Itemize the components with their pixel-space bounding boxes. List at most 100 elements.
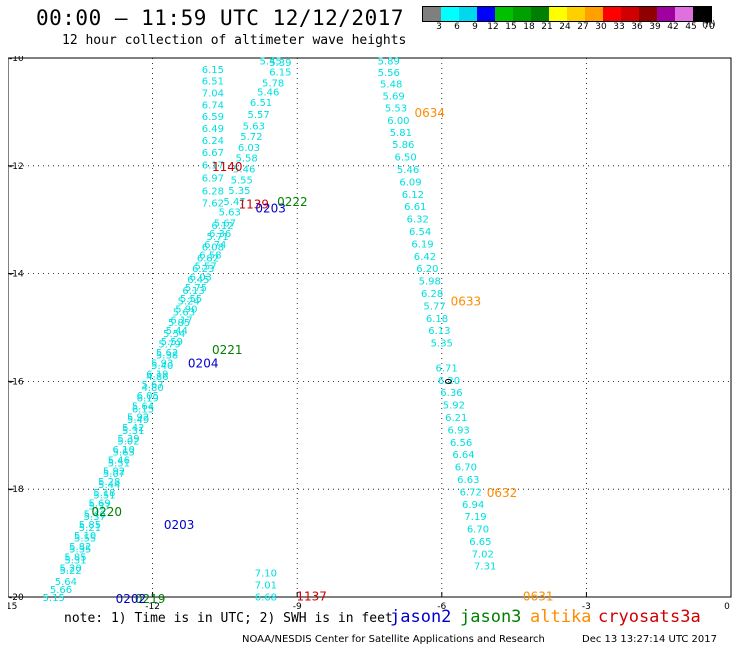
satellite-legend-jason2: jason2 [390,607,452,627]
wave-height-value: 6.71 [435,363,457,374]
wave-height-value: 6.12 [211,221,233,232]
wave-height-value: 6.12 [402,190,424,201]
wave-height-value: 6.72 [460,487,482,498]
wave-height-value: 7.02 [472,549,494,560]
wave-height-value: 5.85 [168,318,190,329]
wave-height-value: 6.13 [428,326,450,337]
wave-height-value: 6.03 [190,272,212,283]
wave-height-value: 5.92 [443,401,465,412]
wave-height-value: 5.63 [173,307,195,318]
wave-height-value: 5.79 [158,340,180,351]
wave-height-value: 6.51 [250,98,272,109]
wave-height-value: 5.37 [88,501,110,512]
wave-height-value: 6.17 [202,161,224,172]
pass-time-label: 1139 [239,198,270,212]
wave-height-value: 5.45 [260,57,282,68]
pass-time-label: 0634 [414,106,445,120]
latitude-tick-label: -20 [9,593,24,603]
color-scale-label: 12 [487,22,499,32]
color-scale-swatch [675,7,693,21]
wave-height-value: 4.86 [146,372,168,383]
wave-height-value: 7.04 [202,88,224,99]
wave-height-value: 5.37 [84,512,106,523]
longitude-tick-label: -9 [293,602,302,612]
color-scale-label: 36 [631,22,643,32]
wave-height-value: 6.18 [426,314,448,325]
wave-height-value: 6.19 [411,239,433,250]
pass-time-label: 0202 [116,592,147,606]
color-scale-label: 33 [613,22,625,32]
wave-height-value: 6.68 [255,592,277,603]
wave-height-value: 6.59 [202,112,224,123]
map-subtitle: 12 hour collection of altimeter wave hei… [62,33,407,48]
wave-height-map: -15-12-9-6-30-10-12-14-16-18-206.156.517… [8,56,732,612]
wave-height-value: 6.64 [452,450,474,461]
wave-height-value: 6.23 [192,264,214,275]
wave-height-value: 5.53 [385,104,407,115]
wave-height-value: 5.93 [151,359,173,370]
wave-height-value: 5.71 [207,232,229,243]
wave-height-value: 6.51 [202,77,224,88]
wave-height-value: 6.15 [132,404,154,415]
map-frame [8,57,732,598]
land-marker-icon [444,378,452,384]
wave-height-value: 5.38 [156,350,178,361]
wave-height-value: 7.10 [255,569,277,580]
wave-height-value: 7.62 [202,198,224,209]
color-scale-unit: (ft) [702,20,716,30]
wave-height-value: 5.69 [88,499,110,510]
wave-height-value: 5.15 [43,593,65,604]
wave-height-value: 6.00 [387,116,409,127]
latitude-tick-label: -14 [9,270,24,280]
wave-height-value: 5.67 [141,380,163,391]
wave-height-value: 6.58 [199,251,221,262]
wave-height-value: 5.35 [228,186,250,197]
latitude-tick-label: -12 [9,162,24,172]
color-scale-label: 27 [577,22,589,32]
color-scale-label: 24 [559,22,571,32]
wave-height-value: 5.02 [117,437,139,448]
wave-height-value: 5.57 [194,262,216,273]
wave-height-value: 5.39 [117,434,139,445]
pass-time-label: 0633 [451,295,482,309]
latitude-tick-label: -16 [9,377,24,387]
wave-height-value: 5.20 [60,563,82,574]
color-scale-label: 39 [649,22,661,32]
wave-height-value: 6.20 [416,264,438,275]
pass-time-label: 0219 [135,592,166,606]
wave-height-value: 5.39 [269,58,291,69]
wave-height-value: 5.54 [163,329,185,340]
satellite-legend-jason3: jason3 [460,607,522,627]
wave-height-value: 5.78 [262,78,284,89]
wave-height-value: 6.05 [137,391,159,402]
wave-height-value: 5.57 [248,110,270,121]
wave-height-value: 5.28 [98,477,120,488]
wave-height-value: 5.46 [397,165,419,176]
wave-height-value: 5.81 [390,128,412,139]
color-scale-label: 21 [541,22,553,32]
color-scale-label: 45 [685,22,697,32]
wave-height-value: 6.70 [467,525,489,536]
wave-height-value: 6.54 [409,227,431,238]
color-scale-label: 42 [667,22,679,32]
wave-height-value: 5.44 [98,480,120,491]
wave-height-value: 5.59 [161,337,183,348]
satellite-legend-altika: altika [530,607,592,627]
pass-time-label: 1137 [296,589,327,603]
color-scale-swatch [477,7,495,21]
wave-height-value: 5.18 [93,488,115,499]
color-scale-label: 9 [472,22,478,32]
wave-height-value: 6.42 [414,252,436,263]
wave-height-value: 5.63 [113,447,135,458]
wave-height-value: 5.35 [431,339,453,350]
color-scale-label: 15 [505,22,517,32]
wave-height-value: 5.64 [132,402,154,413]
wave-height-value: 5.69 [382,92,404,103]
wave-height-value: 5.07 [103,469,125,480]
wave-height-value: 5.77 [423,301,445,312]
pass-time-label: 0220 [92,505,123,519]
wave-height-value: 6.97 [202,174,224,185]
color-scale-bar [422,6,712,22]
wave-height-value: 5.92 [127,412,149,423]
color-scale-swatch [459,7,477,21]
